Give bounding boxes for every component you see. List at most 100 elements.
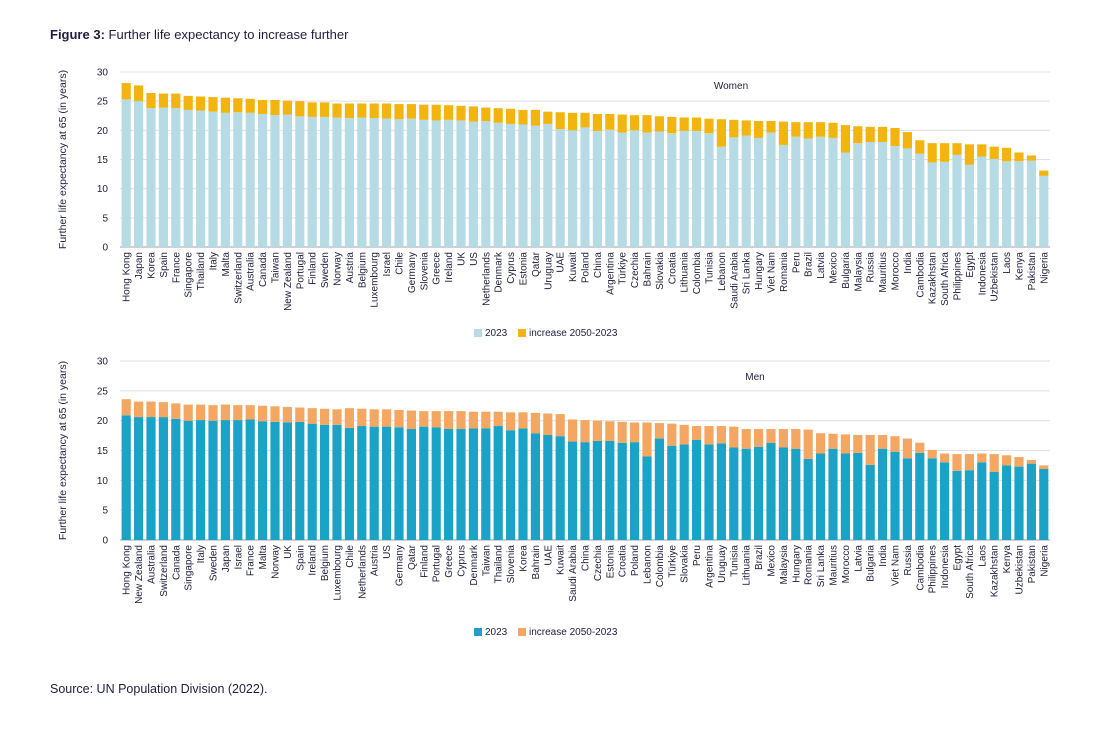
- men-y-tick-label: 25: [97, 386, 109, 397]
- men-bar-increase: [964, 454, 974, 471]
- men-bar-2023: [530, 433, 540, 540]
- men-bar-increase: [704, 426, 714, 445]
- women-x-tick-label: Thailand: [196, 252, 207, 290]
- women-bar-increase: [803, 122, 813, 139]
- women-bar-increase: [766, 121, 776, 133]
- women-bar-increase: [171, 93, 181, 109]
- men-bar-2023: [369, 426, 379, 540]
- men-bar-2023: [853, 452, 863, 540]
- men-bar-increase: [816, 433, 826, 454]
- men-bar-2023: [989, 471, 999, 540]
- men-bar-2023: [196, 420, 206, 540]
- women-x-tick-label: Indonesia: [977, 252, 988, 296]
- women-bar-2023: [382, 118, 392, 247]
- women-bar-increase: [754, 121, 764, 138]
- men-bar-2023: [146, 417, 156, 540]
- women-legend-label: 2023: [485, 328, 508, 339]
- men-bar-2023: [568, 441, 578, 540]
- women-bar-increase: [977, 144, 987, 157]
- men-bar-2023: [220, 420, 230, 540]
- men-bar-increase: [394, 409, 404, 428]
- women-x-tick-label: Türkiye: [618, 252, 629, 285]
- women-x-tick-label: Egypt: [965, 252, 976, 278]
- men-bar-increase: [1039, 465, 1049, 469]
- men-bar-increase: [766, 429, 776, 443]
- women-x-tick-label: Cyprus: [506, 252, 517, 284]
- men-bar-increase: [568, 419, 578, 442]
- men-bar-2023: [307, 423, 317, 540]
- women-x-tick-label: Kazakhstan: [928, 252, 939, 304]
- men-x-tick-label: Canada: [171, 545, 182, 580]
- women-x-tick-label: Taiwan: [271, 252, 282, 283]
- men-bar-increase: [840, 434, 850, 454]
- women-y-tick-label: 10: [97, 184, 109, 195]
- men-bar-2023: [803, 458, 813, 540]
- men-bar-2023: [394, 427, 404, 540]
- men-bar-2023: [816, 453, 826, 540]
- men-legend-label: 2023: [485, 627, 508, 638]
- men-bar-increase: [369, 409, 379, 427]
- women-bar-increase: [964, 144, 974, 165]
- women-x-tick-label: Norway: [333, 252, 344, 286]
- women-x-tick-label: New Zealand: [283, 252, 294, 311]
- women-y-tick-label: 15: [97, 155, 109, 166]
- women-x-tick-label: Romania: [779, 252, 790, 292]
- women-x-tick-label: Slovakia: [655, 252, 666, 290]
- women-bar-increase: [158, 93, 168, 108]
- women-y-tick-label: 30: [97, 68, 109, 79]
- women-bar-2023: [977, 156, 987, 247]
- women-x-tick-label: Japan: [134, 252, 145, 279]
- women-bar-increase: [1026, 155, 1036, 161]
- men-chart-title: Men: [745, 372, 764, 383]
- women-x-tick-label: Brazil: [804, 252, 815, 277]
- women-bar-increase: [692, 117, 702, 131]
- women-x-tick-label: UK: [457, 252, 468, 266]
- men-x-tick-label: Denmark: [469, 544, 480, 586]
- women-bar-increase: [332, 103, 342, 118]
- women-bar-2023: [964, 164, 974, 247]
- women-x-tick-label: Croatia: [667, 252, 678, 285]
- men-bar-2023: [977, 462, 987, 540]
- women-x-tick-label: Singapore: [184, 252, 195, 298]
- women-x-tick-label: Laos: [1002, 252, 1013, 274]
- men-bar-2023: [840, 453, 850, 540]
- men-bar-2023: [1026, 463, 1036, 540]
- women-bar-increase: [927, 143, 937, 163]
- men-x-tick-label: Peru: [692, 545, 703, 566]
- men-legend-label: increase 2050-2023: [529, 627, 618, 638]
- women-bar-2023: [679, 130, 689, 247]
- women-bar-increase: [530, 109, 540, 126]
- women-x-tick-label: Hong Kong: [122, 252, 133, 302]
- men-bar-increase: [890, 436, 900, 452]
- women-bar-2023: [989, 158, 999, 247]
- men-bar-2023: [506, 430, 516, 540]
- men-bar-2023: [890, 451, 900, 540]
- women-bar-increase: [1002, 147, 1012, 162]
- figure-title: Figure 3: Further life expectancy to inc…: [50, 27, 348, 42]
- men-bar-2023: [344, 427, 354, 540]
- men-bar-increase: [1026, 460, 1036, 464]
- women-x-tick-label: Slovenia: [419, 252, 430, 291]
- men-bar-2023: [357, 426, 367, 540]
- women-bar-2023: [406, 118, 416, 247]
- women-bar-increase: [369, 103, 379, 119]
- women-bar-2023: [307, 116, 317, 247]
- women-bar-2023: [605, 129, 615, 247]
- men-bar-increase: [778, 429, 788, 448]
- women-bar-2023: [555, 129, 565, 247]
- women-bar-2023: [902, 148, 912, 247]
- men-x-tick-label: Mauritius: [829, 545, 840, 586]
- men-bar-increase: [803, 429, 813, 459]
- men-x-tick-label: Norway: [271, 545, 282, 579]
- women-bar-2023: [208, 111, 218, 247]
- women-bar-2023: [468, 121, 478, 247]
- women-bar-2023: [158, 107, 168, 247]
- men-bar-increase: [952, 454, 962, 471]
- men-x-tick-label: UAE: [543, 545, 554, 566]
- men-bar-2023: [592, 440, 602, 540]
- men-x-tick-label: Türkiye: [667, 545, 678, 578]
- women-x-tick-label: Argentina: [605, 252, 616, 295]
- women-bar-increase: [295, 101, 305, 117]
- men-bar-increase: [307, 408, 317, 424]
- men-x-tick-label: Belgium: [320, 545, 331, 581]
